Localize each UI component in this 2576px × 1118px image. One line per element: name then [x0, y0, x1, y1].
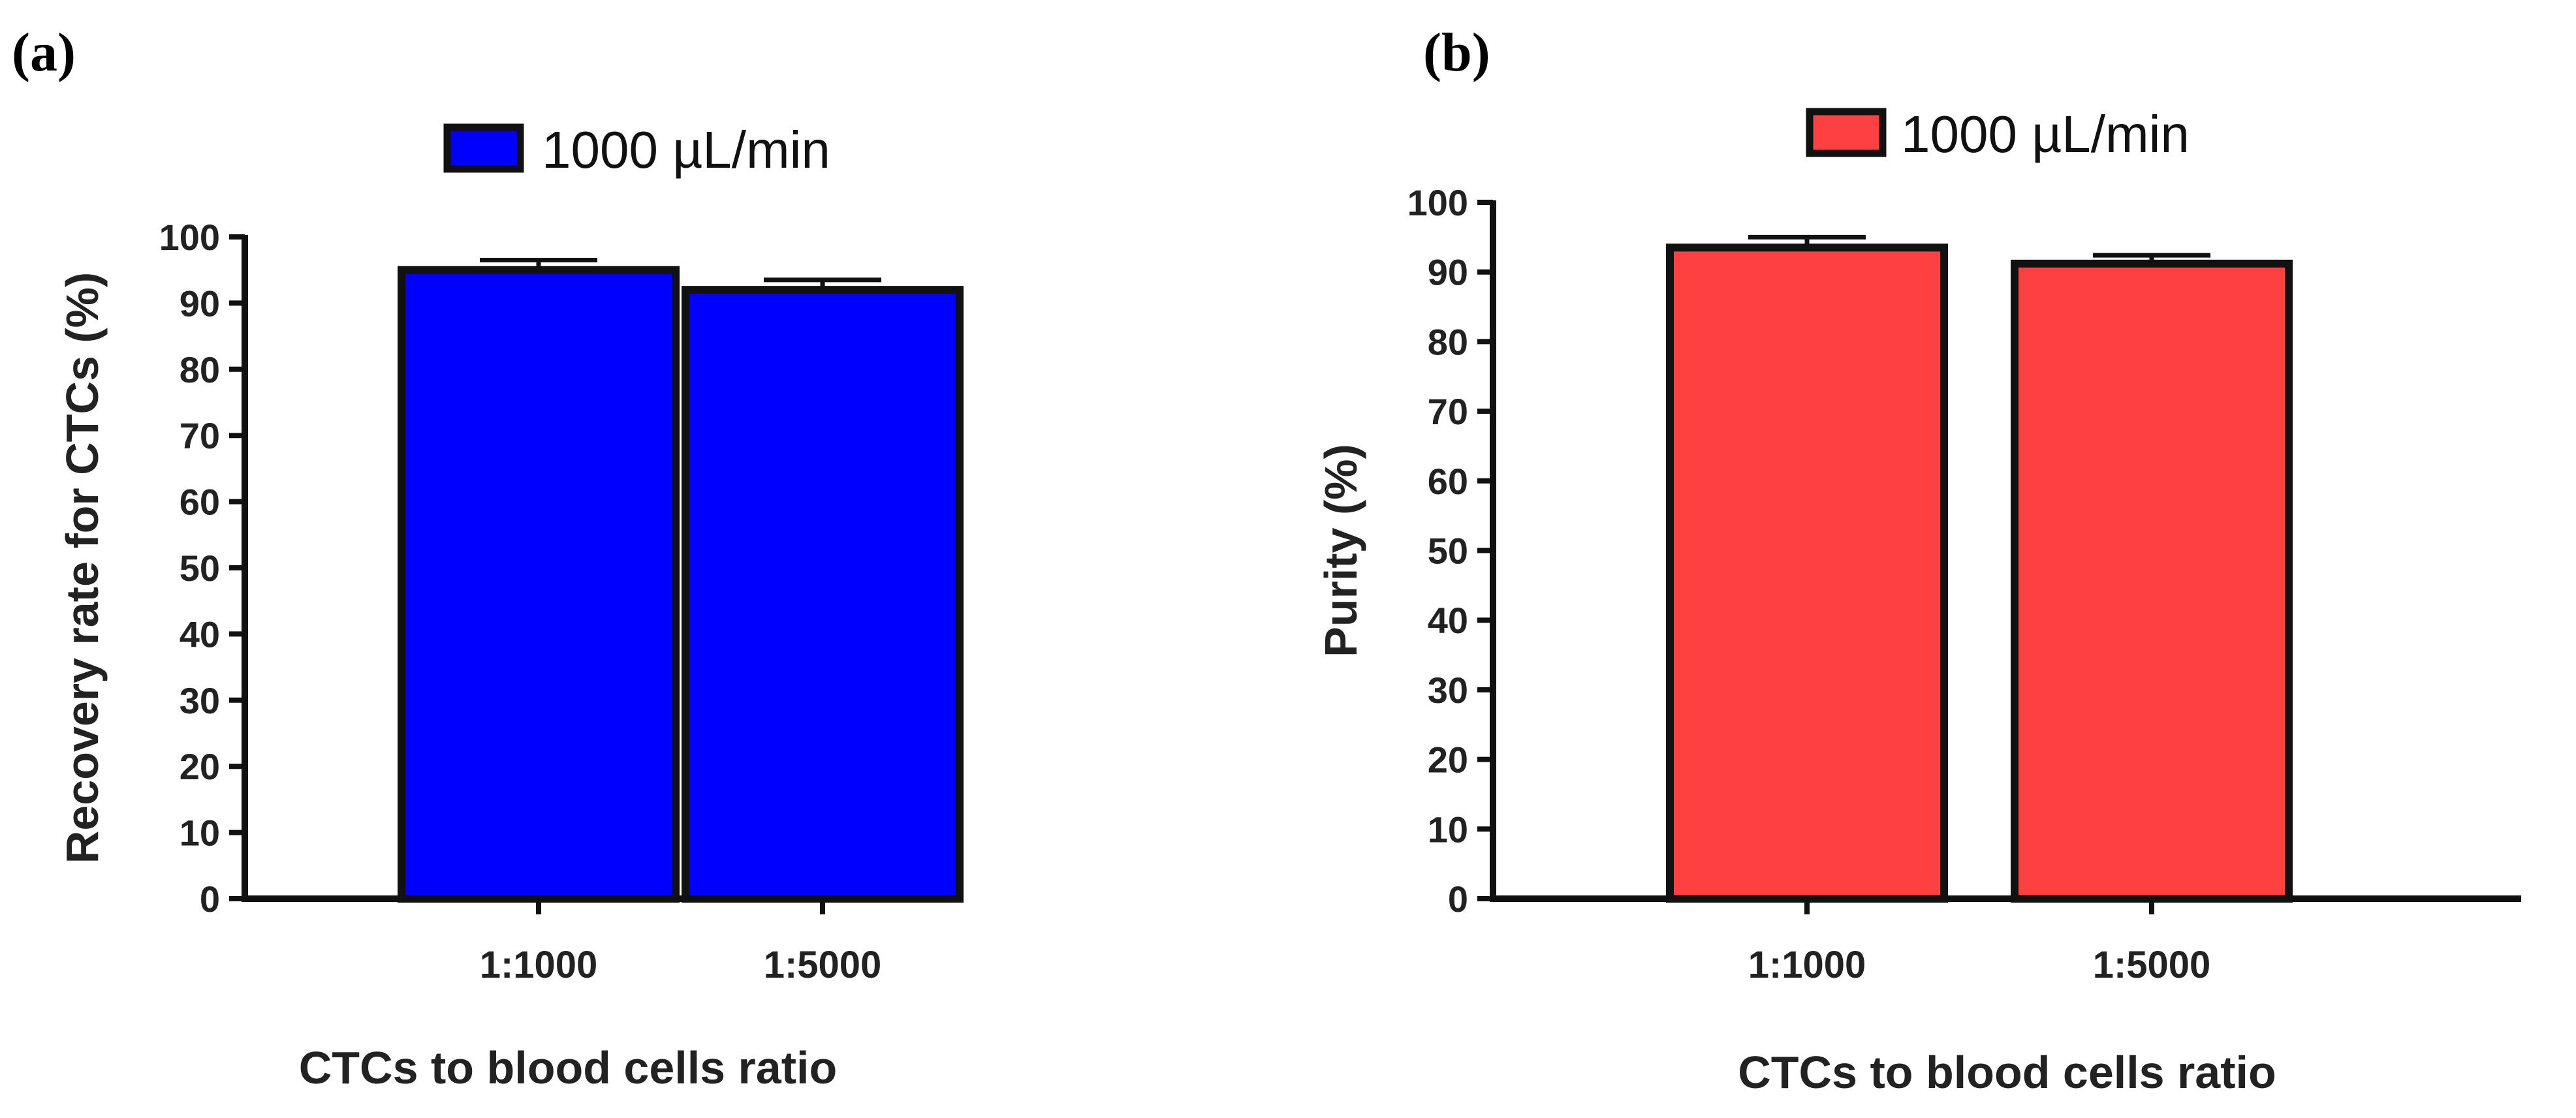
panel-a: (a) 0 10 20 30 40 50 60 70 80 90 100 1:1000 1:5000 CTC…: [12, 22, 964, 1093]
panel-b: (b) 0 10 20 30 40 50 60 70 80 90 100 1:1000 1:5000 CTC…: [1315, 22, 2521, 1098]
y-tick-label: 80: [1428, 321, 1468, 362]
panel-label: (b): [1423, 22, 1490, 83]
x-axis-title: CTCs to blood cells ratio: [299, 1042, 838, 1093]
legend-label: 1000 µL/min: [1901, 105, 2190, 163]
y-tick-label: 60: [1428, 461, 1468, 502]
legend-swatch: [443, 123, 524, 173]
bar: [2011, 259, 2293, 903]
bar: [398, 266, 680, 903]
y-tick-label: 70: [180, 415, 220, 456]
y-tick-label: 70: [1428, 391, 1468, 432]
x-tick-label: 1:5000: [764, 944, 882, 986]
y-tick-label: 30: [180, 680, 220, 721]
x-tick-label: 1:1000: [1748, 944, 1866, 986]
y-tick-label: 0: [200, 878, 220, 920]
y-axis-title: Recovery rate for CTCs (%): [57, 272, 108, 863]
y-tick-label: 10: [180, 813, 220, 854]
y-tick-label: 20: [180, 746, 220, 787]
y-tick-label: 10: [1428, 809, 1468, 850]
legend-swatch: [1806, 108, 1887, 157]
panel-label: (a): [12, 22, 76, 83]
y-tick-label: 90: [180, 283, 220, 324]
y-tick-label: 0: [1448, 878, 1468, 920]
y-tick-label: 100: [159, 217, 220, 258]
legend-label: 1000 µL/min: [542, 121, 830, 179]
x-axis-title: CTCs to blood cells ratio: [1738, 1047, 2276, 1098]
y-tick-label: 50: [1428, 531, 1468, 572]
y-tick-label: 90: [1428, 252, 1468, 293]
y-axis-title: Purity (%): [1315, 444, 1366, 657]
x-tick-label: 1:5000: [2093, 944, 2211, 986]
bar: [682, 286, 964, 903]
y-tick-label: 40: [180, 613, 220, 655]
y-tick-label: 50: [180, 548, 220, 589]
x-tick-label: 1:1000: [480, 944, 598, 986]
y-tick-label: 20: [1428, 739, 1468, 781]
bar: [1666, 243, 1948, 903]
y-tick-label: 40: [1428, 600, 1468, 641]
y-tick-label: 60: [180, 482, 220, 523]
y-tick-label: 80: [180, 349, 220, 390]
y-tick-label: 100: [1407, 182, 1468, 223]
y-tick-label: 30: [1428, 670, 1468, 711]
